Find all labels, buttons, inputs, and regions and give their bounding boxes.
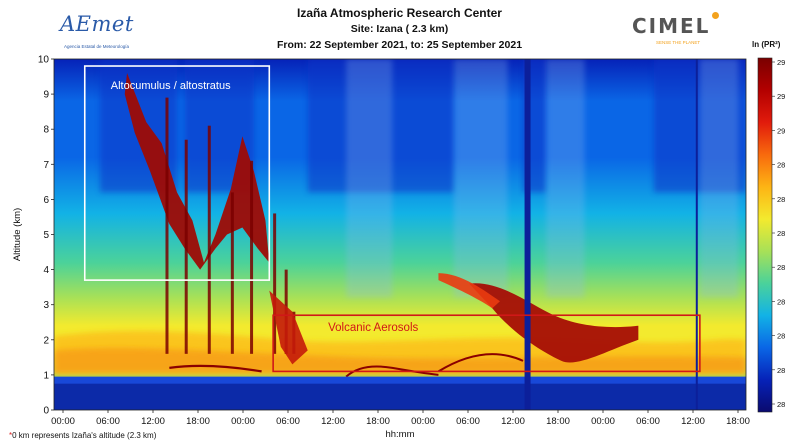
footnote-star: * [9, 431, 13, 440]
surface-trace-1 [169, 364, 262, 373]
y-tick-label-8: 8 [43, 125, 49, 136]
y-tick-label-1: 1 [43, 370, 49, 381]
annotation-label-0: Altocumulus / altostratus [111, 80, 231, 92]
colorbar-tick-label-7: 28 [777, 297, 785, 306]
cloud-streak-0 [165, 97, 169, 354]
x-axis-label: hh:mm [385, 429, 414, 440]
x-tick-label-8: 00:00 [411, 416, 435, 427]
chart-title: Izaña Atmospheric Research Center [297, 6, 502, 20]
x-tick-label-7: 18:00 [366, 416, 390, 427]
cloud-streak-2 [207, 125, 211, 354]
noise-column-2 [546, 59, 585, 298]
cloud-streak-1 [184, 139, 188, 354]
chart-date-range: From: 22 September 2021, to: 25 Septembe… [276, 39, 523, 51]
y-tick-label-7: 7 [43, 160, 49, 171]
noise-column-1 [453, 59, 508, 298]
y-tick-label-0: 0 [43, 406, 49, 417]
y-tick-label-6: 6 [43, 195, 49, 206]
colorbar-tick-label-4: 28 [777, 195, 785, 204]
colorbar-tick-label-9: 28 [777, 366, 785, 375]
noise-column-0 [346, 59, 393, 298]
cimel-logo: CIMEL SENSE THE PLANET [632, 12, 720, 45]
y-tick-label-9: 9 [43, 90, 49, 101]
colorbar-unit: ln (PR²) [752, 40, 781, 49]
surface-trace-2 [345, 365, 439, 378]
x-tick-label-3: 18:00 [186, 416, 210, 427]
chart-header: Izaña Atmospheric Research Center Site: … [0, 0, 799, 56]
x-tick-label-1: 06:00 [96, 416, 120, 427]
y-tick-label-2: 2 [43, 335, 49, 346]
aemet-logo-name: AEmet [60, 12, 134, 36]
data-gap-column [524, 59, 531, 410]
footnote-text: 0 km represents Izaña's altitude (2.3 km… [12, 431, 157, 440]
x-tick-label-9: 06:00 [456, 416, 480, 427]
aemet-logo: AEmet Agencia Estatal de Meteorología [60, 12, 134, 49]
volcanic-plume-top [438, 273, 500, 309]
annotation-box-1 [272, 314, 701, 373]
colorbar-tick-label-3: 28 [777, 161, 785, 170]
cimel-logo-dot [712, 12, 720, 19]
colorbar-tick-label-5: 28 [777, 229, 785, 238]
surface-trace-3 [437, 353, 524, 373]
x-tick-label-10: 12:00 [501, 416, 525, 427]
x-tick-label-12: 00:00 [591, 416, 615, 427]
y-axis-label: Altitude (km) [12, 208, 23, 261]
annotation-box-0 [83, 65, 271, 281]
colorbar [757, 57, 773, 413]
x-tick-label-14: 12:00 [681, 416, 705, 427]
y-tick-label-3: 3 [43, 300, 49, 311]
y-tick-label-10: 10 [38, 55, 50, 66]
x-tick-label-0: 00:00 [51, 416, 75, 427]
y-tick-label-4: 4 [43, 265, 49, 276]
x-tick-label-6: 12:00 [321, 416, 345, 427]
cloud-streak-3 [230, 192, 234, 354]
footnote: *0 km represents Izaña's altitude (2.3 k… [9, 431, 156, 440]
cimel-logo-subtitle: SENSE THE PLANET [656, 40, 701, 45]
x-tick-label-11: 18:00 [546, 416, 570, 427]
cimel-logo-name: CIMEL [632, 14, 711, 38]
colorbar-tick-label-1: 29 [777, 92, 785, 101]
colorbar-tick-label-10: 28 [777, 400, 785, 409]
y-tick-label-5: 5 [43, 230, 49, 241]
x-tick-label-4: 00:00 [231, 416, 255, 427]
cloud-fall [269, 290, 308, 365]
volcanic-plume [469, 283, 639, 363]
x-tick-label-15: 18:00 [726, 416, 750, 427]
aemet-logo-subtitle: Agencia Estatal de Meteorología [64, 44, 130, 49]
noise-column-3 [699, 59, 739, 298]
x-tick-label-2: 12:00 [141, 416, 165, 427]
colorbar-tick-label-0: 29 [777, 58, 785, 67]
annotation-label-1: Volcanic Aerosols [328, 322, 418, 334]
colorbar-tick-label-2: 29 [777, 126, 785, 135]
plot-area [54, 59, 746, 410]
surface-band [54, 383, 746, 410]
x-tick-label-5: 06:00 [276, 416, 300, 427]
cloud-streak-5 [273, 213, 277, 354]
chart-site: Site: Izana ( 2.3 km) [350, 23, 449, 35]
colorbar-tick-label-8: 28 [777, 332, 785, 341]
colorbar-tick-label-6: 28 [777, 263, 785, 272]
cloud-streak-4 [250, 160, 254, 354]
x-tick-label-13: 06:00 [636, 416, 660, 427]
